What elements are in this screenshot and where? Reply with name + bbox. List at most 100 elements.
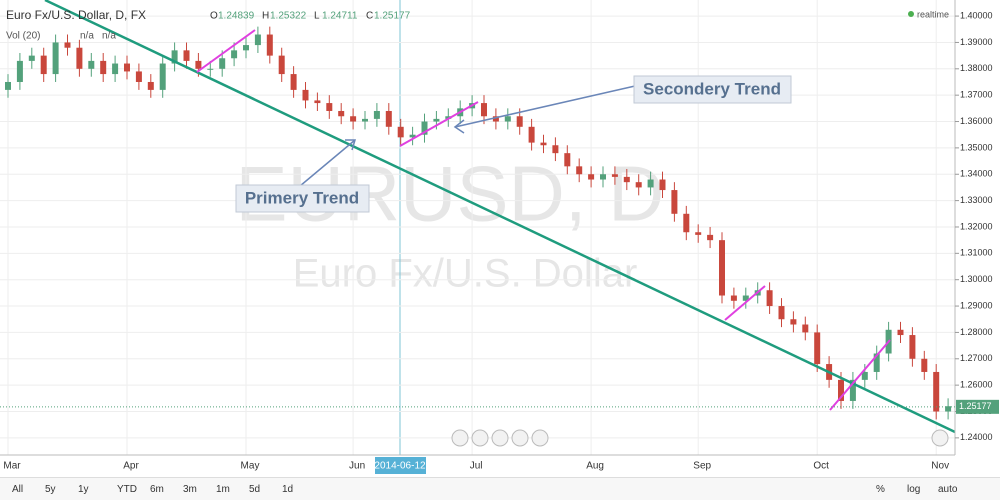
- secondary-trend: [829, 339, 891, 411]
- crosshair-date-box: [375, 457, 426, 474]
- scroll-left[interactable]: [451, 429, 469, 447]
- toolbar-button[interactable]: 5y: [45, 484, 56, 495]
- ohlc-label: O: [210, 11, 218, 22]
- candle-body: [873, 353, 880, 372]
- realtime-dot: [908, 11, 914, 17]
- candle-body: [362, 118, 368, 122]
- ohlc-value: 1.24711: [322, 11, 358, 22]
- candle-body: [112, 63, 119, 75]
- candle-body: [671, 190, 678, 214]
- candle-body: [52, 42, 59, 75]
- secondary-trend: [399, 101, 479, 147]
- candle-body: [278, 55, 285, 75]
- y-tick-label: 1.35000: [960, 142, 993, 152]
- toolbar-button[interactable]: 1m: [216, 484, 230, 495]
- scroll-right[interactable]: [531, 429, 549, 447]
- candle-body: [397, 126, 404, 138]
- y-tick-label: 1.33000: [960, 195, 993, 205]
- y-tick-label: 1.31000: [960, 248, 993, 258]
- candle-body: [659, 179, 666, 191]
- candle-body: [183, 50, 190, 61]
- candle-body: [290, 74, 297, 90]
- candle-body: [719, 240, 725, 296]
- go-latest[interactable]: [931, 429, 949, 447]
- candle-body: [576, 166, 583, 175]
- toolbar-button[interactable]: %: [876, 484, 885, 495]
- toolbar-button[interactable]: 3m: [183, 484, 197, 495]
- candle-body: [790, 319, 797, 325]
- x-tick-label: Nov: [931, 461, 949, 472]
- candle-body: [326, 103, 333, 111]
- candle-body: [849, 379, 856, 401]
- toolbar-button[interactable]: 6m: [150, 484, 164, 495]
- candle-body: [207, 68, 214, 70]
- candle-body: [231, 50, 238, 59]
- candle-body: [588, 174, 595, 180]
- candle-body: [695, 232, 702, 235]
- candle-body: [243, 45, 249, 51]
- x-tick-label: Aug: [586, 461, 604, 472]
- candle-body: [778, 306, 785, 320]
- toolbar-button[interactable]: 1y: [78, 484, 89, 495]
- candle-body: [16, 60, 23, 82]
- toolbar-button[interactable]: 5d: [249, 484, 261, 495]
- ohlc-value: 1.24839: [218, 11, 255, 22]
- candle-body: [552, 145, 559, 154]
- y-tick-label: 1.30000: [960, 274, 993, 284]
- candle-body: [100, 60, 107, 75]
- toolbar-button[interactable]: 1d: [282, 484, 294, 495]
- candle-body: [742, 295, 749, 301]
- candle-body: [528, 126, 535, 143]
- candle-body: [445, 116, 452, 119]
- toolbar-button[interactable]: auto: [938, 484, 958, 495]
- toolbar-button[interactable]: log: [907, 484, 921, 495]
- candle-body: [147, 81, 154, 90]
- candle-body: [421, 121, 428, 135]
- candle-body: [933, 371, 940, 412]
- toolbar: All 5y 1y YTD 6m 3m 1m 5d 1d% log auto: [0, 477, 1000, 500]
- candle-body: [861, 371, 868, 380]
- candle-body: [766, 290, 773, 307]
- volume-value: n/a: [80, 31, 94, 42]
- zoom-out[interactable]: [471, 429, 489, 447]
- last-price-box: [956, 399, 999, 414]
- candle-body: [350, 116, 357, 122]
- candle-body: [76, 47, 83, 69]
- candle-body: [481, 103, 487, 117]
- annotation-box: [235, 184, 370, 213]
- candle-body: [814, 332, 821, 365]
- y-tick-label: 1.37000: [960, 90, 993, 100]
- candle-body: [730, 295, 737, 301]
- candle-body: [504, 116, 511, 122]
- candle-body: [516, 116, 523, 127]
- x-tick-label: Apr: [123, 461, 139, 472]
- candle-body: [623, 176, 630, 183]
- candle-body: [219, 58, 226, 69]
- candle-body: [195, 60, 202, 69]
- arrow: [299, 139, 356, 187]
- ohlc-label: L: [314, 11, 320, 22]
- candle-body: [135, 71, 142, 82]
- realtime: realtime: [917, 9, 949, 19]
- candle-body: [897, 329, 904, 336]
- candle-body: [564, 153, 571, 167]
- chart-title: Euro Fx/U.S. Dollar, D, FX: [6, 8, 146, 22]
- candle-body: [64, 42, 71, 48]
- watermark-subtitle: Euro Fx/U.S. Dollar: [293, 252, 638, 296]
- candle-body: [40, 55, 47, 75]
- plot-area: [0, 0, 955, 455]
- candle-body: [385, 110, 392, 127]
- zoom-in[interactable]: [511, 429, 529, 447]
- nav-buttons[interactable]: [451, 429, 949, 447]
- arrow: [454, 85, 636, 128]
- y-tick-label: 1.32000: [960, 221, 993, 231]
- ohlc-label: H: [262, 11, 269, 22]
- reset[interactable]: [491, 429, 509, 447]
- candle-body: [409, 134, 416, 138]
- toolbar-button[interactable]: All: [12, 484, 24, 495]
- candle-body: [433, 118, 440, 122]
- candle-body: [373, 110, 380, 119]
- toolbar-button[interactable]: YTD: [117, 484, 137, 495]
- candle-body: [802, 324, 809, 333]
